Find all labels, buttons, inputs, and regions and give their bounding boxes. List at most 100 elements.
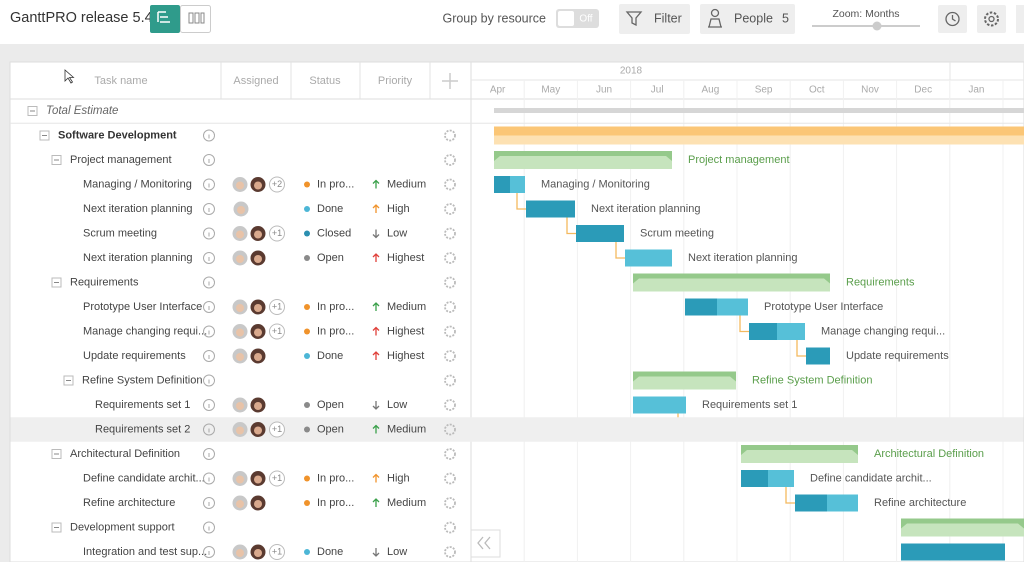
settings-icon[interactable] <box>444 497 456 509</box>
status-dot <box>304 206 310 212</box>
status-dot <box>304 255 310 261</box>
settings-icon[interactable] <box>444 423 456 436</box>
more-assignees <box>269 176 285 193</box>
task-bar[interactable] <box>633 396 686 414</box>
extra-button[interactable] <box>1016 5 1024 33</box>
task-name[interactable]: Refine architecture <box>83 497 175 509</box>
task-name[interactable]: Development support <box>70 521 175 533</box>
dependency-link <box>615 242 625 259</box>
settings-icon[interactable] <box>444 252 456 264</box>
task-name[interactable]: Requirements set 1 <box>95 399 190 411</box>
settings-icon[interactable] <box>444 472 456 485</box>
settings-icon[interactable] <box>444 521 456 534</box>
task-name[interactable]: Scrum meeting <box>83 227 157 239</box>
status: In pro... <box>317 325 354 337</box>
settings-icon <box>984 11 999 27</box>
settings-icon[interactable] <box>444 301 456 313</box>
task-name[interactable]: Managing / Monitoring <box>83 178 192 190</box>
settings-icon[interactable] <box>444 325 456 338</box>
settings-icon[interactable] <box>444 154 456 166</box>
history-hand <box>951 15 956 22</box>
task-name[interactable]: Software Development <box>58 129 177 141</box>
settings-icon[interactable] <box>444 399 456 411</box>
info-icon[interactable] <box>203 497 215 509</box>
settings-icon[interactable] <box>444 203 456 215</box>
status: In pro... <box>317 472 354 484</box>
more-assignees-count: +1 <box>272 424 282 434</box>
priority-icon <box>372 498 380 507</box>
task-name[interactable]: Refine System Definition <box>82 374 202 386</box>
avatar-face <box>236 181 244 190</box>
settings-icon[interactable] <box>444 350 456 362</box>
month-label: Sep <box>755 85 773 96</box>
gantt-icon <box>157 11 170 23</box>
info-icon[interactable] <box>203 227 215 240</box>
avatar-face <box>236 402 244 410</box>
more-assignees <box>269 299 285 315</box>
priority-icon <box>372 302 380 311</box>
settings-icon[interactable] <box>444 448 456 460</box>
info-icon[interactable] <box>203 350 215 362</box>
info-icon[interactable] <box>203 203 215 215</box>
info-icon[interactable] <box>203 448 215 460</box>
info-icon[interactable] <box>203 374 215 387</box>
task-bar[interactable] <box>625 249 672 267</box>
info-icon[interactable] <box>203 154 215 166</box>
status-dot <box>304 328 310 335</box>
more-assignees <box>269 225 285 242</box>
view-gantt-button[interactable] <box>150 5 180 33</box>
settings-icon[interactable] <box>444 546 456 558</box>
priority: Low <box>387 399 407 411</box>
settings-icon[interactable] <box>444 374 456 387</box>
task-name[interactable]: Next iteration planning <box>83 252 192 264</box>
status: Done <box>317 203 343 215</box>
info-icon[interactable] <box>203 521 215 534</box>
task-name[interactable]: Architectural Definition <box>70 448 180 460</box>
column-header[interactable]: Task name <box>94 75 147 87</box>
column-header[interactable]: Status <box>309 75 341 87</box>
info-icon[interactable] <box>203 178 215 191</box>
settings-icon[interactable] <box>444 227 456 240</box>
task-bar-label: Managing / Monitoring <box>541 178 650 190</box>
task-name[interactable]: Requirements <box>70 276 139 288</box>
filter-label: Filter <box>654 11 682 25</box>
info-icon[interactable] <box>203 301 215 313</box>
zoom-knob[interactable] <box>872 21 882 31</box>
info-icon[interactable] <box>203 129 215 142</box>
priority: Highest <box>387 325 424 337</box>
info-icon[interactable] <box>203 423 215 436</box>
info-icon[interactable] <box>203 472 215 485</box>
info-icon[interactable] <box>203 276 215 289</box>
task-name[interactable]: Total Estimate <box>46 105 118 117</box>
avatar-face <box>236 255 244 263</box>
info-icon[interactable] <box>203 546 215 558</box>
task-name[interactable]: Manage changing requi... <box>83 325 207 337</box>
info-icon[interactable] <box>203 399 215 411</box>
column-header[interactable]: Assigned <box>233 75 278 87</box>
status-dot <box>304 500 310 506</box>
task-name[interactable]: Integration and test sup... <box>83 546 207 558</box>
priority-icon <box>372 473 380 483</box>
status-dot <box>304 353 310 359</box>
add-column-button[interactable] <box>442 73 458 89</box>
settings-button[interactable] <box>977 5 1006 33</box>
task-name[interactable]: Requirements set 2 <box>95 423 190 435</box>
info-icon[interactable] <box>203 325 215 338</box>
project-title: GanttPRO release 5.4 <box>10 10 153 26</box>
info-icon[interactable] <box>203 252 215 264</box>
settings-icon[interactable] <box>444 276 456 289</box>
task-name[interactable]: Next iteration planning <box>83 203 192 215</box>
people-button[interactable] <box>700 4 795 34</box>
priority: Low <box>387 546 407 558</box>
settings-icon[interactable] <box>444 129 456 142</box>
column-header[interactable]: Priority <box>378 75 413 87</box>
task-name[interactable]: Update requirements <box>83 350 186 362</box>
task-name[interactable]: Prototype User Interface <box>83 301 202 313</box>
status-dot <box>304 426 310 433</box>
status: In pro... <box>317 178 354 190</box>
settings-icon[interactable] <box>444 178 456 191</box>
task-name[interactable]: Project management <box>70 154 172 166</box>
more-assignees-count: +1 <box>272 473 282 483</box>
task-name[interactable]: Define candidate archit... <box>83 472 205 484</box>
